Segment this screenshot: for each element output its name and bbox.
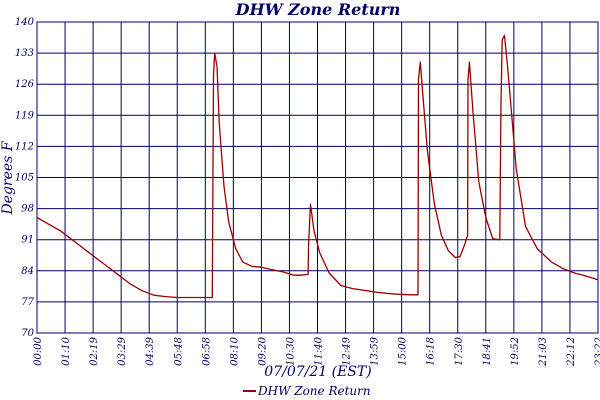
x-tick-label: 18:41 [482,337,493,366]
x-tick-label: 02:19 [89,336,100,365]
y-tick-label: 112 [15,141,34,152]
y-tick-label: 77 [21,297,34,308]
x-tick-label: 21:03 [538,337,549,367]
x-tick-label: 09:20 [257,336,268,365]
x-tick-label: 00:00 [33,336,44,365]
x-tick-label: 23:22 [594,337,600,367]
series-layer [36,34,599,299]
x-tick-label: 11:40 [314,336,325,365]
x-tick-label: 12:49 [342,336,353,365]
y-tick-label: 105 [15,173,34,184]
chart-title: DHW Zone Return [235,0,401,19]
y-tick-label: 133 [15,48,34,59]
x-tick-label: 05:48 [173,337,184,366]
y-tick-label: 119 [15,110,35,121]
plot-frame [36,21,599,334]
x-tick-label: 08:10 [229,336,240,365]
x-tick-label: 06:58 [201,337,212,366]
x-tick-label: 15:00 [398,336,409,365]
x-tick-label: 16:18 [426,337,437,366]
x-tick-labels: 00:00 01:10 02:19 03:29 04:39 05:48 06:58 08:10… [33,336,600,366]
plot-border [36,21,599,334]
x-tick-label: 10:30 [285,336,296,365]
y-tick-label: 84 [21,266,34,277]
y-axis-title: Degrees F [0,140,16,215]
x-tick-label: 13:59 [370,336,381,365]
x-tick-label: 22:12 [566,337,577,367]
x-tick-label: 04:39 [145,336,156,365]
legend-label: DHW Zone Return [257,384,371,398]
y-tick-label: 126 [15,79,35,90]
y-tick-label: 98 [21,204,34,215]
x-tick-label: 19:52 [510,337,521,366]
x-tick-label: 17:30 [454,336,465,365]
legend: DHW Zone Return [243,384,371,398]
x-axis-title: 07/07/21 (EST) [264,364,371,380]
y-tick-label: 91 [21,235,34,246]
y-tick-labels: 70 77 84 91 98 105 112 119 126 133 140 [15,17,35,339]
grid-lines [36,21,599,334]
x-tick-label: 03:29 [117,336,128,365]
series-line [36,34,599,299]
y-tick-label: 70 [21,328,34,339]
y-tick-label: 140 [15,17,35,28]
x-tick-label: 01:10 [61,336,72,365]
